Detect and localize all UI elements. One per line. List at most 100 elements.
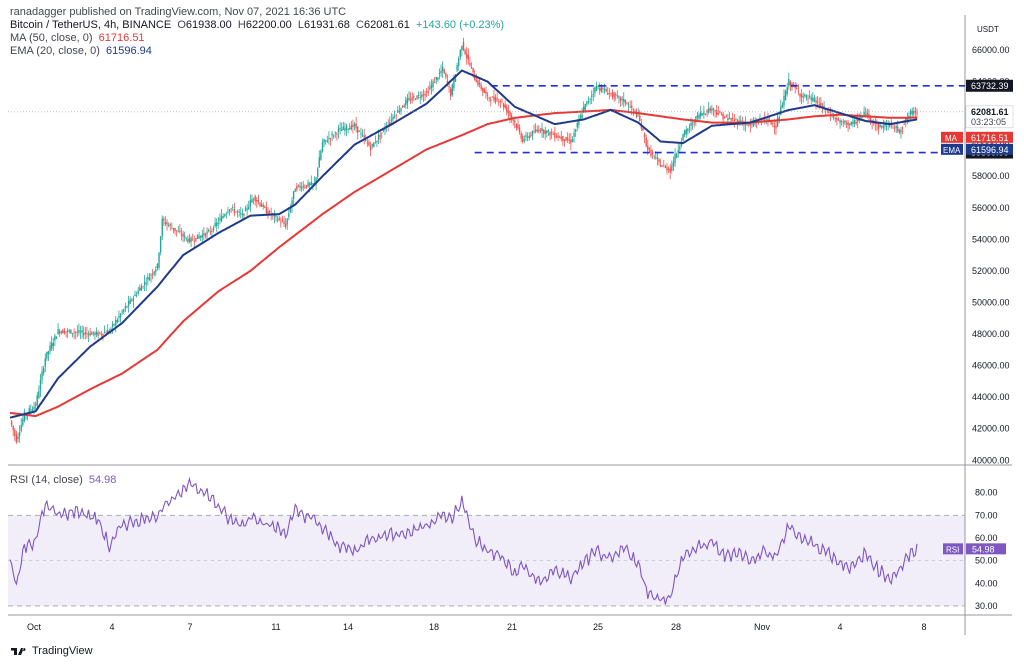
candle-body [485, 91, 487, 94]
candle-body [419, 96, 421, 98]
candle-body [852, 121, 854, 124]
candle-body [225, 213, 228, 216]
candle-body [235, 211, 237, 213]
candle-body [589, 98, 591, 100]
candle-body [687, 128, 689, 132]
candle-body [175, 230, 178, 232]
ma-legend[interactable]: MA (50, close, 0) 61716.51 [10, 32, 504, 45]
candle-body [379, 134, 381, 137]
candle-body [440, 70, 442, 74]
candle-body [672, 162, 675, 167]
candle-body [675, 153, 678, 158]
candle-body [573, 132, 575, 137]
candle-body [470, 67, 473, 69]
candle-body [679, 146, 681, 150]
candle-body [629, 107, 631, 108]
ma-legend-value: 61716.51 [98, 32, 145, 44]
candle-body [267, 211, 269, 215]
candle-body [709, 108, 711, 111]
candle-body [871, 120, 873, 123]
candle-body [693, 121, 695, 124]
rsi-band-fill [8, 515, 965, 606]
rsi-legend[interactable]: RSI (14, close) 54.98 [10, 474, 116, 486]
candle-body [68, 330, 70, 332]
candle-body [299, 185, 301, 188]
candle-body [757, 122, 760, 123]
candle-body [183, 235, 186, 238]
candle-body [366, 142, 369, 144]
time-tick-label: 8 [921, 622, 926, 632]
candle-body [603, 89, 606, 91]
candle-body [874, 122, 877, 124]
candle-body [648, 148, 651, 150]
ma-line [9, 108, 917, 418]
candle-body [469, 62, 471, 66]
candle-body [607, 93, 609, 95]
candle-body [522, 136, 524, 142]
time-tick-label: 4 [837, 622, 842, 632]
candle-body [57, 329, 59, 335]
candle-body [91, 333, 93, 335]
candle-body [599, 88, 601, 91]
candle-body [703, 112, 705, 115]
price-tick-label: 60000.00 [972, 140, 1010, 150]
countdown-label: 03:23:05 [971, 117, 1006, 127]
candle-body [582, 106, 585, 112]
price-tick-label: 62000.00 [972, 108, 1010, 118]
candle-body [751, 123, 753, 125]
price-tick-label: 46000.00 [972, 361, 1010, 371]
candle-body [581, 114, 583, 118]
candle-body [427, 91, 429, 93]
high-value: 62200.00 [245, 19, 292, 31]
candle-body [608, 92, 611, 94]
candle-body [347, 129, 349, 130]
candle-body [316, 168, 319, 177]
candle-body [339, 127, 341, 130]
candle-body [260, 204, 263, 207]
candle-body [89, 332, 91, 336]
candle-body [341, 129, 343, 132]
candle-body [512, 119, 514, 121]
candle-body [110, 328, 112, 330]
candle-body [446, 80, 449, 84]
candle-body [334, 132, 337, 134]
candle-body [496, 98, 498, 100]
candle-body [191, 239, 194, 241]
ma-value-bg [966, 131, 1013, 143]
candle-body [550, 131, 553, 134]
candle-body [794, 86, 796, 88]
candle-body [558, 137, 561, 139]
candle-body [797, 91, 800, 93]
candle-body [666, 167, 668, 171]
candle-body [507, 110, 510, 114]
candle-body [706, 110, 708, 113]
candle-body [236, 211, 239, 212]
candle-body [715, 110, 718, 115]
candle-body [86, 333, 88, 334]
candle-body [889, 123, 891, 127]
candle-body [504, 104, 506, 108]
candle-body [381, 132, 383, 134]
candle-body [913, 111, 915, 115]
candle-body [283, 221, 285, 224]
candle-body [406, 98, 409, 104]
candle-body [526, 136, 529, 138]
time-tick-label: Nov [754, 622, 771, 632]
candle-body [156, 263, 159, 269]
candle-body [142, 286, 144, 288]
candle-body [159, 236, 162, 253]
candle-body [853, 120, 856, 124]
candle-body [728, 118, 731, 120]
candle-body [323, 139, 325, 143]
candle-body [387, 124, 389, 126]
candle-body [611, 92, 614, 97]
candle-body [717, 112, 719, 115]
candle-body [395, 114, 397, 116]
candle-body [12, 425, 14, 431]
candle-body [719, 111, 721, 113]
candle-body [748, 123, 750, 125]
candle-body [824, 109, 827, 111]
candle-body [618, 96, 620, 98]
ema-legend[interactable]: EMA (20, close, 0) 61596.94 [10, 45, 504, 58]
